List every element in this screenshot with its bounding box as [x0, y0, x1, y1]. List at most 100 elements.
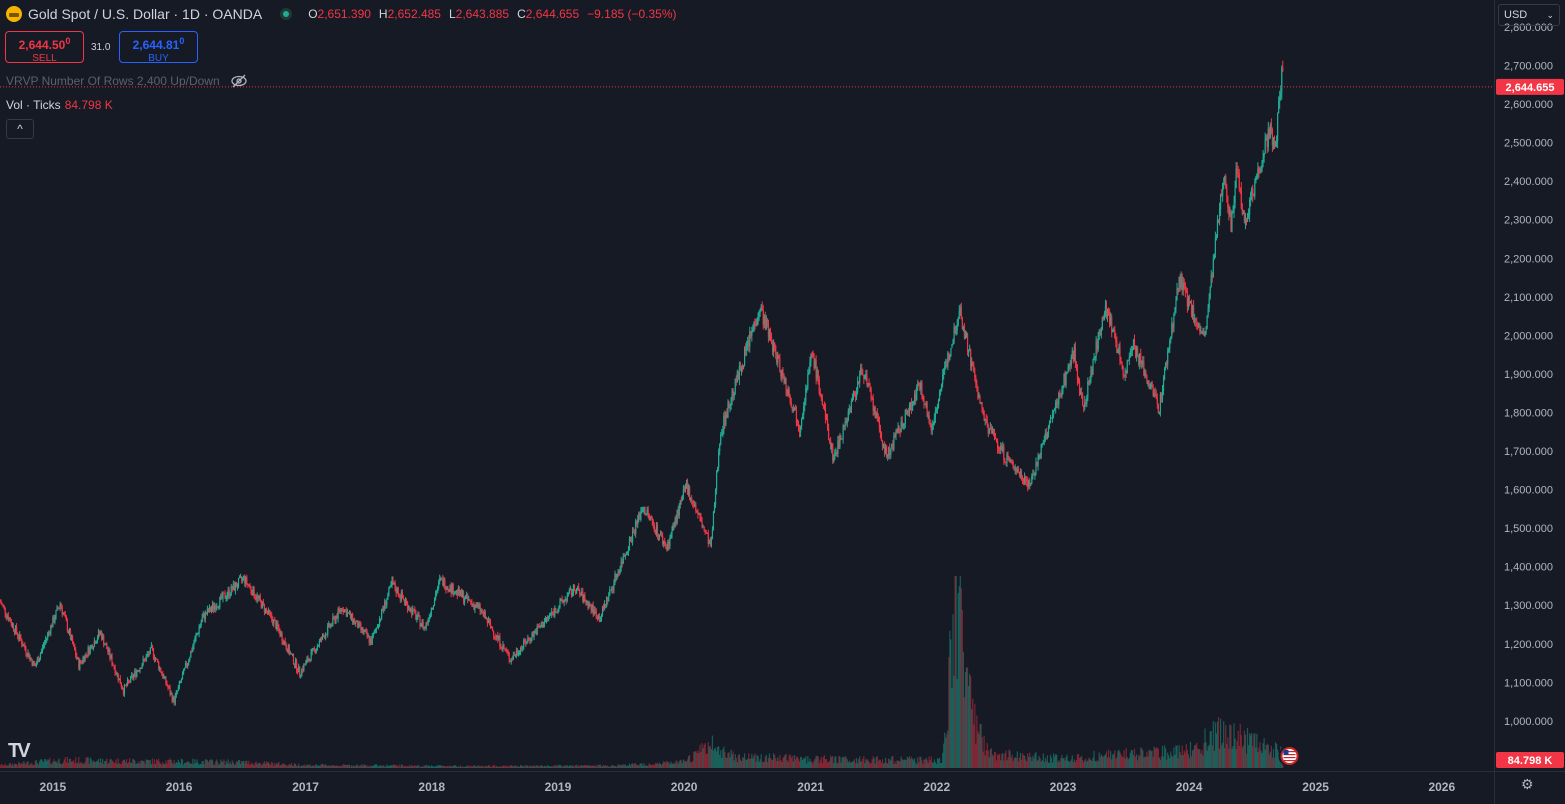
price-axis[interactable]: 900.0001,000.0001,100.0001,200.0001,300.… — [1494, 0, 1565, 771]
volume-bar — [232, 762, 234, 768]
volume-bar — [112, 761, 114, 768]
volume-bar — [658, 762, 661, 768]
volume-bar — [962, 651, 964, 768]
candle-body — [197, 633, 199, 635]
volume-bar — [1217, 717, 1220, 768]
volume-bar — [553, 765, 555, 768]
volume-bar — [2, 765, 4, 768]
volume-bar — [915, 762, 917, 768]
candle-body — [539, 626, 541, 628]
volume-bar — [24, 763, 26, 768]
low-key: L — [448, 7, 456, 21]
volume-bar — [429, 766, 431, 768]
volume-bar — [85, 757, 87, 768]
candle-body — [1106, 310, 1109, 317]
candle-body — [241, 576, 243, 581]
time-axis[interactable]: 2015 2016 2017 2018 2019 2020 2021 2022 2023 2024… — [0, 771, 1494, 804]
volume-bar — [370, 765, 372, 768]
volume-bar — [770, 759, 773, 768]
buy-button[interactable]: 2,644.810 BUY — [119, 31, 198, 64]
volume-bar — [478, 765, 480, 768]
price-chart[interactable] — [0, 0, 1494, 771]
candle-body — [949, 355, 951, 361]
volume-bar — [135, 763, 137, 768]
volume-bar — [249, 764, 251, 768]
volume-bar — [125, 759, 128, 768]
candle-body — [596, 618, 598, 620]
open-value: 2,651.390 — [317, 7, 371, 21]
gold-symbol-icon — [6, 6, 22, 22]
volume-bar — [701, 743, 703, 768]
vrvp-indicator-legend[interactable]: VRVP Number Of Rows 2,400 Up/Down — [6, 74, 248, 88]
volume-bar — [1025, 759, 1027, 768]
volume-bar — [1251, 732, 1253, 768]
currency-select[interactable]: USD ⌄ — [1498, 4, 1560, 26]
candle-body — [333, 616, 335, 618]
volume-bar — [158, 758, 160, 768]
volume-bar — [869, 763, 871, 768]
main-chart-pane[interactable] — [0, 0, 1494, 771]
volume-bar — [79, 763, 81, 768]
collapse-legend-button[interactable]: ^ — [6, 119, 34, 139]
volume-bar — [528, 766, 530, 768]
candle-body — [796, 423, 799, 426]
candle-body — [511, 658, 513, 660]
candle-body — [785, 378, 787, 391]
volume-bar — [122, 759, 125, 768]
volume-bar — [550, 766, 552, 768]
candle-body — [602, 606, 605, 609]
candle-body — [191, 651, 193, 653]
candle-body — [792, 410, 794, 412]
volume-bar — [312, 765, 314, 768]
candle-body — [761, 306, 763, 311]
volume-bar — [470, 766, 472, 768]
volume-bar — [738, 754, 740, 768]
candle-body — [823, 405, 826, 409]
candle-body — [1144, 371, 1146, 376]
volume-bar — [768, 753, 771, 768]
candle-body — [200, 622, 202, 626]
volume-bar — [674, 763, 676, 768]
volume-bar — [690, 762, 692, 768]
volume-bar — [867, 760, 869, 768]
candle-body — [1096, 341, 1098, 350]
volume-bar — [942, 752, 944, 768]
settings-icon[interactable]: ⚙ — [1521, 776, 1534, 792]
candle-body — [281, 633, 283, 642]
candle-body — [174, 695, 176, 704]
volume-bar — [827, 761, 830, 768]
candle-body — [276, 622, 278, 629]
volume-bar — [197, 762, 199, 768]
volume-bar — [1214, 722, 1216, 768]
volume-bar — [91, 761, 93, 768]
price-tick-label: 2,100.000 — [1504, 292, 1553, 304]
volume-bar — [1243, 730, 1246, 768]
volume-bar — [285, 764, 287, 768]
us-flag-stripe — [1283, 760, 1296, 762]
volume-bar — [697, 750, 699, 768]
candle-body — [703, 526, 705, 531]
volume-bar — [565, 765, 567, 768]
volume-bar — [861, 761, 863, 768]
volume-indicator-legend[interactable]: Vol · Ticks 84.798 K — [6, 98, 113, 112]
volume-bar — [1082, 759, 1084, 768]
candle-body — [262, 601, 265, 605]
candle-body — [750, 331, 752, 336]
volume-bar — [913, 760, 915, 768]
market-open-icon[interactable] — [280, 8, 293, 20]
candle-body — [60, 603, 62, 608]
volume-bar — [443, 765, 445, 768]
candle-body — [1142, 361, 1144, 363]
candle-body — [1005, 461, 1007, 463]
volume-bar — [965, 667, 968, 768]
volume-bar — [817, 756, 819, 768]
eye-crossed-icon[interactable] — [230, 74, 248, 88]
volume-bar — [428, 765, 430, 768]
volume-bar — [879, 759, 882, 768]
volume-bar — [625, 766, 627, 768]
symbol-legend: Gold Spot / U.S. Dollar · 1D · OANDA O2,… — [6, 6, 677, 22]
tradingview-logo-icon[interactable]: TV — [8, 740, 30, 762]
symbol-title[interactable]: Gold Spot / U.S. Dollar · 1D · OANDA — [28, 6, 263, 22]
sell-button[interactable]: 2,644.500 SELL — [5, 31, 84, 64]
candle-body — [1282, 67, 1284, 71]
